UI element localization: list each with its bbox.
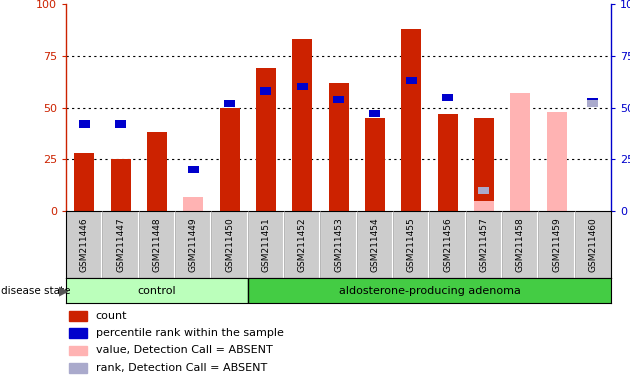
Bar [333,96,344,103]
Text: aldosterone-producing adenoma: aldosterone-producing adenoma [338,286,520,296]
Bar [256,68,276,211]
Bar [69,346,88,355]
Bar [69,311,88,321]
Text: GSM211450: GSM211450 [225,217,234,272]
Bar [147,132,167,211]
Bar [401,29,421,211]
Bar [587,100,598,107]
Bar [369,110,381,118]
Text: control: control [138,286,176,296]
Bar [292,39,312,211]
Text: GSM211451: GSM211451 [261,217,270,272]
Bar [111,159,130,211]
Bar [183,197,203,211]
Text: GSM211446: GSM211446 [80,217,89,272]
Text: GSM211453: GSM211453 [334,217,343,272]
Text: value, Detection Call = ABSENT: value, Detection Call = ABSENT [96,345,272,356]
Bar [365,118,385,211]
Bar [587,98,598,105]
Text: GSM211448: GSM211448 [152,217,161,272]
Text: GSM211447: GSM211447 [116,217,125,272]
Text: GSM211454: GSM211454 [370,217,379,272]
Bar [406,77,417,84]
Bar [329,83,348,211]
Text: ▶: ▶ [59,285,68,297]
Bar [115,121,126,128]
Bar [260,87,272,94]
Bar [188,166,199,173]
Bar [442,94,453,101]
Text: GSM211452: GSM211452 [298,217,307,272]
Text: count: count [96,311,127,321]
Text: GSM211449: GSM211449 [189,217,198,272]
Text: GSM211460: GSM211460 [588,217,597,272]
Text: disease state: disease state [1,286,71,296]
Text: GSM211456: GSM211456 [443,217,452,272]
Bar [69,328,88,338]
Bar [547,112,566,211]
Bar [478,187,490,194]
Text: GSM211458: GSM211458 [516,217,525,272]
Bar [474,118,494,211]
Bar [438,114,457,211]
Bar [69,363,88,372]
Text: GSM211457: GSM211457 [479,217,488,272]
Bar [220,108,239,211]
Bar [510,93,530,211]
Bar [79,121,90,128]
Text: rank, Detection Call = ABSENT: rank, Detection Call = ABSENT [96,362,267,373]
Text: percentile rank within the sample: percentile rank within the sample [96,328,284,338]
Text: GSM211459: GSM211459 [552,217,561,272]
Bar [474,201,494,211]
Text: GSM211455: GSM211455 [407,217,416,272]
Bar [74,153,94,211]
Bar [224,100,235,107]
Bar [297,83,308,90]
